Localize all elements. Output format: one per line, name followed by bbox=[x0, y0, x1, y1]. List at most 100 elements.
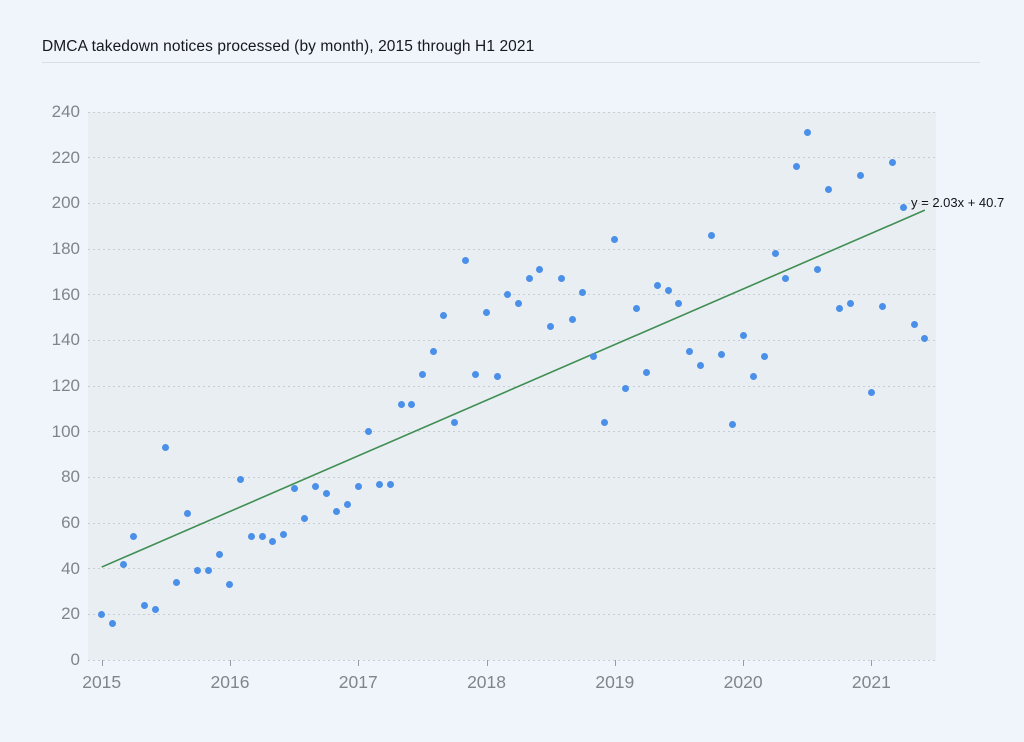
data-point-2020-08 bbox=[814, 266, 822, 274]
data-point-2020-06 bbox=[793, 163, 801, 171]
data-point-2018-01 bbox=[483, 309, 491, 317]
data-point-2017-08 bbox=[429, 348, 437, 356]
data-point-2017-11 bbox=[461, 256, 469, 264]
data-point-2015-10 bbox=[194, 567, 202, 575]
x-tick-label-2016: 2016 bbox=[210, 672, 250, 692]
data-point-2020-05 bbox=[782, 275, 790, 283]
data-point-2016-04 bbox=[258, 533, 266, 541]
y-tick-label-120: 120 bbox=[51, 376, 80, 395]
x-tick-label-2021: 2021 bbox=[851, 672, 891, 692]
data-point-2019-10 bbox=[707, 231, 715, 239]
data-point-2020-02 bbox=[750, 373, 758, 381]
data-point-2020-07 bbox=[803, 129, 811, 137]
x-tick-2019 bbox=[614, 660, 616, 666]
data-point-2019-03 bbox=[632, 304, 640, 312]
data-point-2019-09 bbox=[696, 361, 704, 369]
gridline-y-180 bbox=[88, 248, 936, 250]
data-point-2016-06 bbox=[279, 530, 287, 538]
x-tick-2021 bbox=[871, 660, 873, 666]
y-tick-label-220: 220 bbox=[51, 147, 80, 167]
data-point-2021-01 bbox=[867, 389, 875, 397]
y-tick-label-0: 0 bbox=[70, 650, 80, 669]
data-point-2019-01 bbox=[611, 236, 619, 244]
data-point-2018-08 bbox=[557, 275, 565, 283]
data-point-2020-09 bbox=[825, 186, 833, 194]
data-point-2021-04 bbox=[899, 204, 907, 212]
data-point-2017-05 bbox=[397, 400, 405, 408]
data-point-2019-04 bbox=[643, 368, 651, 376]
x-tick-2020 bbox=[743, 660, 745, 666]
data-point-2016-05 bbox=[269, 537, 277, 545]
data-point-2015-05 bbox=[140, 601, 148, 609]
data-point-2015-04 bbox=[130, 533, 138, 541]
data-point-2018-04 bbox=[515, 300, 523, 308]
data-point-2015-03 bbox=[119, 560, 127, 568]
data-point-2016-02 bbox=[237, 476, 245, 484]
y-tick-label-180: 180 bbox=[51, 239, 80, 258]
data-point-2019-08 bbox=[686, 348, 694, 356]
gridline-y-120 bbox=[88, 385, 936, 387]
y-tick-label-100: 100 bbox=[51, 421, 80, 441]
gridline-y-80 bbox=[88, 476, 936, 478]
trendline-equation-label: y = 2.03x + 40.7 bbox=[911, 195, 1005, 210]
data-point-2019-11 bbox=[718, 350, 726, 358]
data-point-2020-03 bbox=[760, 352, 768, 360]
gridline-y-0 bbox=[88, 659, 936, 661]
x-tick-label-2017: 2017 bbox=[338, 672, 378, 692]
data-point-2016-11 bbox=[333, 508, 341, 516]
x-tick-label-2020: 2020 bbox=[723, 672, 763, 692]
data-point-2018-03 bbox=[504, 291, 512, 299]
data-point-2018-05 bbox=[525, 275, 533, 283]
data-point-2017-09 bbox=[440, 311, 448, 319]
data-point-2017-03 bbox=[376, 480, 384, 488]
data-point-2016-09 bbox=[312, 482, 319, 490]
data-point-2017-01 bbox=[354, 482, 362, 490]
title-divider bbox=[42, 62, 980, 63]
x-tick-2015 bbox=[101, 660, 103, 666]
gridline-y-20 bbox=[88, 613, 936, 615]
data-point-2016-07 bbox=[290, 485, 298, 493]
data-point-2021-03 bbox=[889, 158, 897, 166]
data-point-2016-01 bbox=[226, 581, 234, 589]
gridline-y-40 bbox=[88, 568, 936, 570]
data-point-2015-02 bbox=[108, 619, 116, 627]
data-point-2017-07 bbox=[418, 371, 426, 379]
data-point-2020-12 bbox=[857, 172, 865, 180]
data-point-2015-12 bbox=[215, 551, 223, 559]
data-point-2018-11 bbox=[589, 352, 597, 360]
data-point-2020-10 bbox=[835, 304, 843, 312]
gridline-y-240 bbox=[88, 111, 936, 113]
x-tick-2016 bbox=[229, 660, 231, 666]
y-tick-label-240: 240 bbox=[51, 102, 80, 121]
data-point-2021-06 bbox=[921, 334, 929, 342]
data-point-2017-10 bbox=[450, 419, 458, 427]
chart-title: DMCA takedown notices processed (by mont… bbox=[42, 38, 535, 55]
x-tick-label-2019: 2019 bbox=[595, 672, 635, 692]
x-tick-2017 bbox=[358, 660, 360, 666]
data-point-2015-08 bbox=[173, 578, 181, 586]
data-point-2015-11 bbox=[205, 567, 213, 575]
data-point-2015-07 bbox=[162, 444, 170, 452]
data-point-2015-09 bbox=[183, 510, 191, 518]
data-point-2017-12 bbox=[472, 371, 480, 379]
data-point-2016-03 bbox=[247, 533, 255, 541]
data-point-2021-02 bbox=[878, 302, 886, 310]
y-tick-label-200: 200 bbox=[51, 193, 80, 213]
data-point-2018-06 bbox=[536, 266, 544, 274]
data-point-2020-04 bbox=[771, 250, 779, 258]
y-tick-label-80: 80 bbox=[61, 467, 80, 487]
data-point-2016-10 bbox=[322, 489, 330, 497]
y-tick-label-60: 60 bbox=[61, 513, 80, 532]
gridline-y-160 bbox=[88, 294, 936, 296]
y-tick-label-40: 40 bbox=[61, 558, 80, 578]
data-point-2018-12 bbox=[600, 419, 608, 427]
data-point-2018-02 bbox=[493, 373, 501, 381]
gridline-y-200 bbox=[88, 202, 936, 204]
data-point-2021-05 bbox=[910, 320, 918, 328]
data-point-2016-08 bbox=[301, 514, 309, 522]
data-point-2015-01 bbox=[98, 610, 106, 618]
trend-line bbox=[101, 209, 926, 568]
y-tick-label-140: 140 bbox=[51, 330, 80, 350]
data-point-2018-09 bbox=[568, 316, 576, 324]
